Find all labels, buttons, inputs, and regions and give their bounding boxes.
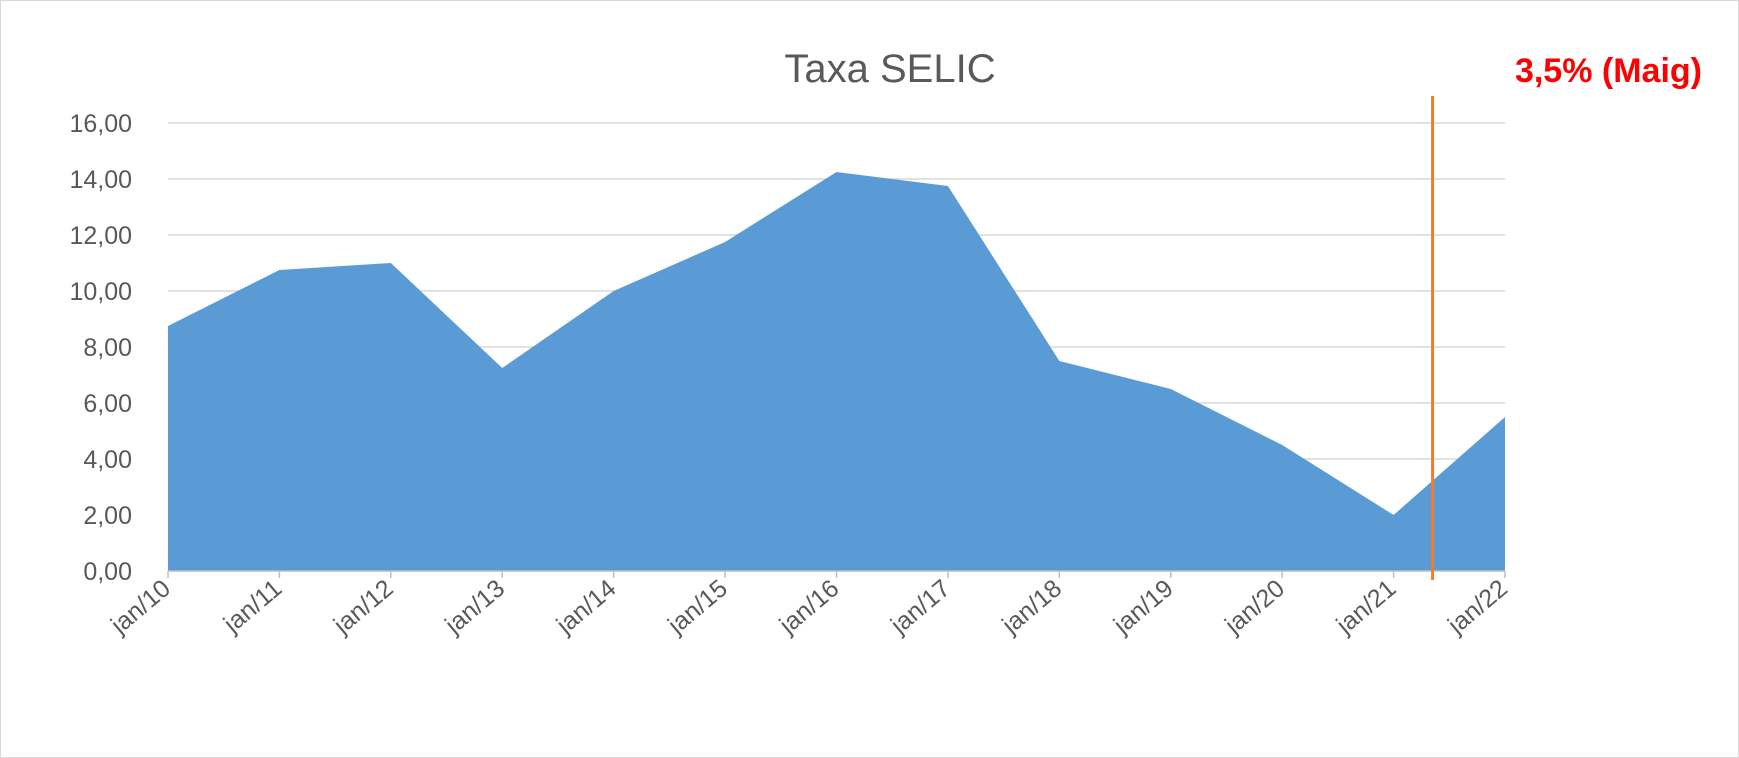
y-axis-tick-labels: 0,00 2,00 4,00 6,00 8,00 10,00 12,00 14,00 16,00 [69, 110, 132, 586]
x-tick-label: jan/20 [1219, 574, 1290, 640]
series-area [168, 172, 1505, 571]
x-axis-tick-labels: jan/10 jan/11 jan/12 jan/13 jan/14 jan/15 jan/… [105, 574, 1513, 640]
y-tick-label: 6,00 [83, 390, 132, 418]
chart-title: Taxa SELIC [784, 47, 995, 91]
y-tick-label: 12,00 [69, 222, 132, 250]
x-tick-label: jan/21 [1330, 574, 1401, 640]
x-tick-label: jan/12 [328, 574, 399, 640]
x-tick-label: jan/11 [218, 574, 288, 639]
y-tick-label: 0,00 [83, 558, 132, 586]
x-tick-label: jan/18 [996, 574, 1067, 640]
y-tick-label: 10,00 [69, 278, 132, 306]
y-tick-label: 8,00 [83, 334, 132, 362]
axes [167, 570, 1506, 578]
y-tick-label: 16,00 [69, 110, 132, 138]
y-tick-label: 4,00 [83, 446, 132, 474]
x-tick-label: jan/22 [1442, 574, 1513, 640]
y-tick-label: 2,00 [83, 502, 132, 530]
y-tick-label: 14,00 [69, 166, 132, 194]
annotation-label: 3,5% (Maig) [1515, 52, 1702, 90]
x-tick-label: jan/19 [1108, 574, 1179, 640]
x-tick-label: jan/13 [439, 574, 510, 640]
x-tick-label: jan/16 [773, 574, 844, 640]
x-tick-label: jan/15 [662, 574, 733, 640]
x-tick-label: jan/17 [885, 574, 956, 640]
series-area-layer [168, 172, 1505, 571]
x-tick-label: jan/14 [551, 574, 622, 640]
annotation-layer: 3,5% (Maig) [1431, 52, 1702, 580]
